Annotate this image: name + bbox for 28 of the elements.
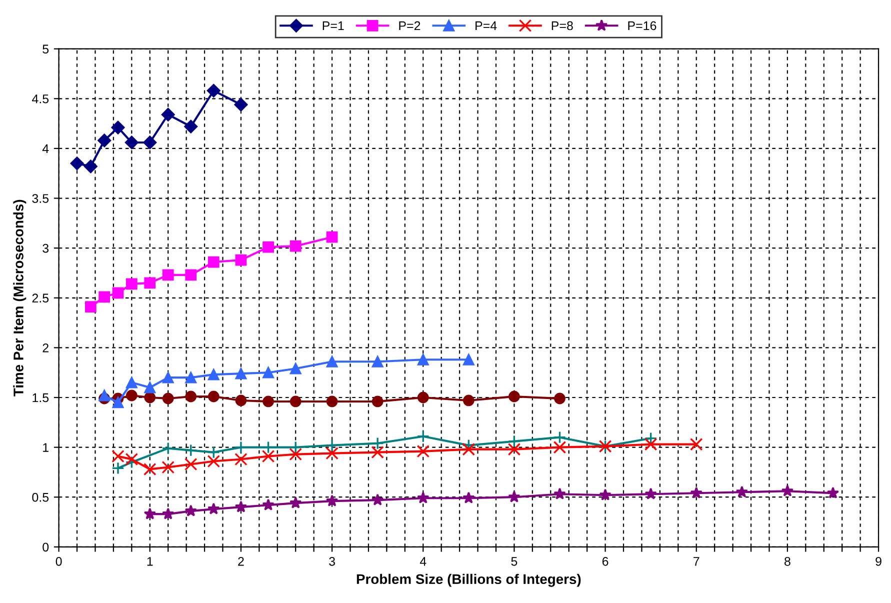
- x-tick-label: 5: [511, 557, 518, 566]
- y-tick-label: 0: [42, 542, 49, 552]
- legend-label: P=1: [322, 21, 344, 30]
- x-tick-label: 0: [56, 556, 62, 566]
- legend-label: P=4: [476, 21, 497, 30]
- x-tick-label: 3: [329, 556, 335, 566]
- x-tick-label: 8: [784, 556, 790, 566]
- y-tick-label: 1: [43, 443, 48, 452]
- legend-label: P=8: [552, 21, 573, 30]
- x-tick-label: 9: [876, 556, 882, 566]
- y-tick-label: 4: [42, 144, 49, 153]
- y-tick-label: 1.5: [32, 393, 49, 402]
- y-tick-label: 4.5: [32, 94, 49, 104]
- y-tick-label: 2.5: [32, 294, 49, 303]
- x-tick-label: 2: [238, 556, 244, 566]
- y-tick-label: 3: [42, 244, 49, 253]
- x-tick-label: 7: [694, 557, 700, 566]
- y-tick-label: 0.5: [32, 492, 49, 502]
- y-axis-title: Time Per Item (Microseconds): [13, 200, 26, 396]
- x-tick-label: 1: [147, 557, 153, 566]
- y-tick-label: 2: [42, 343, 48, 352]
- legend-label: P=16: [628, 21, 656, 30]
- legend-label: P=2: [399, 21, 420, 30]
- y-tick-label: 5: [42, 44, 49, 54]
- x-axis-title: Problem Size (Billions of Integers): [356, 574, 581, 587]
- x-tick-label: 6: [602, 556, 608, 566]
- x-tick-label: 4: [420, 557, 426, 566]
- y-tick-label: 3.5: [32, 194, 49, 203]
